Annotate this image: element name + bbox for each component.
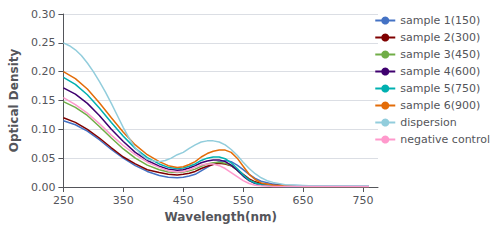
svg-text:sample 4(600): sample 4(600) [400,65,480,78]
svg-text:750: 750 [353,194,374,207]
svg-text:sample 5(750): sample 5(750) [400,82,480,95]
svg-text:0.30: 0.30 [31,8,56,21]
svg-text:negative control: negative control [400,133,490,146]
svg-text:sample 3(450): sample 3(450) [400,48,480,61]
svg-text:0.20: 0.20 [31,65,56,78]
svg-text:0.00: 0.00 [31,181,56,194]
svg-text:450: 450 [173,194,194,207]
svg-text:250: 250 [53,194,74,207]
svg-text:0.25: 0.25 [31,36,56,49]
svg-text:dispersion: dispersion [400,116,457,129]
svg-text:0.15: 0.15 [31,94,56,107]
svg-text:sample 2(300): sample 2(300) [400,31,480,44]
svg-text:350: 350 [113,194,134,207]
svg-text:650: 650 [293,194,314,207]
svg-text:sample 1(150): sample 1(150) [400,14,480,27]
svg-text:0.05: 0.05 [31,152,56,165]
svg-text:Wavelength(nm): Wavelength(nm) [164,210,277,224]
svg-text:sample 6(900): sample 6(900) [400,99,480,112]
svg-text:0.10: 0.10 [31,123,56,136]
svg-text:550: 550 [233,194,254,207]
svg-text:Optical Density: Optical Density [7,49,21,153]
